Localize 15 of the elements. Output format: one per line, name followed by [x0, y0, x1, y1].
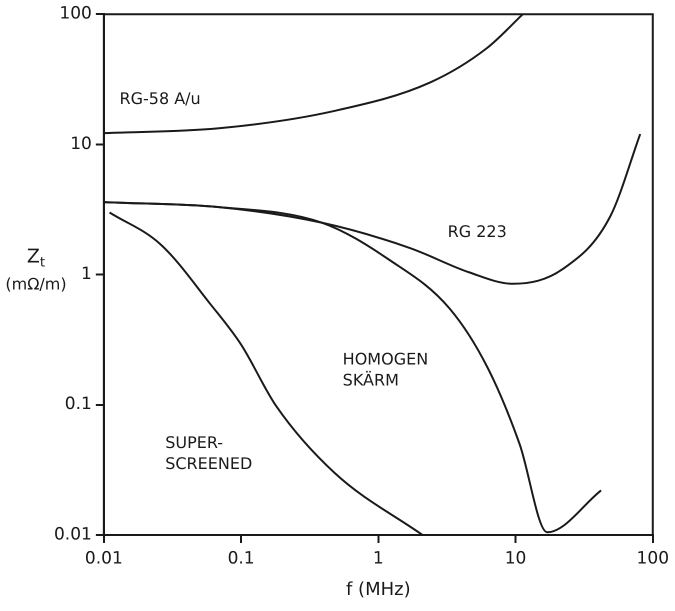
series-label: RG 223	[448, 222, 507, 241]
series-label: RG-58 A/u	[119, 88, 201, 108]
text: HOMOGEN SKÄRM	[342, 349, 428, 390]
x-tick-label: 100	[636, 548, 670, 569]
x-axis-title: f (MHz)	[346, 578, 411, 600]
text: SUPER-SCREENED	[165, 433, 252, 474]
y-tick-label: 1	[81, 264, 92, 284]
y-tick-label: 100	[59, 4, 92, 24]
x-tick-label: 0.1	[228, 548, 255, 569]
y-tick-label: 10	[70, 134, 92, 154]
y-tick-label: 0.1	[64, 394, 92, 414]
y-tick-label: 0.01	[54, 524, 92, 544]
x-tick-label: 1	[372, 548, 384, 569]
x-tick-label: 0.01	[84, 548, 123, 569]
x-tick-label: 10	[504, 548, 526, 569]
